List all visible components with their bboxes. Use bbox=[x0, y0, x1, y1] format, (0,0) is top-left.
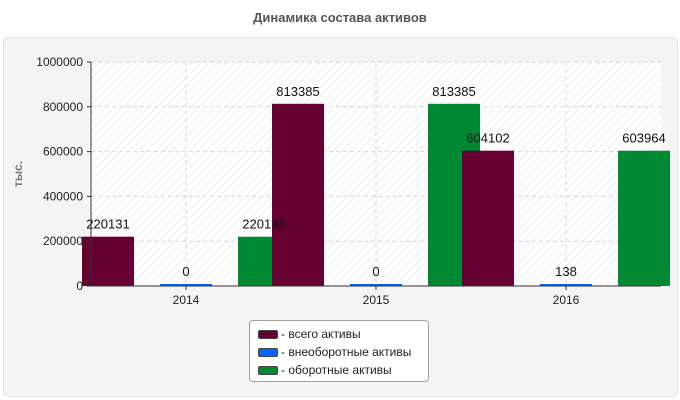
data-label: 0 bbox=[182, 264, 189, 279]
x-tick-label: 2014 bbox=[173, 293, 200, 307]
y-axis-label: тыс. bbox=[11, 161, 25, 187]
legend-label: внеоборотные активы bbox=[288, 345, 412, 359]
bar bbox=[350, 284, 402, 286]
y-tick-label: 200000 bbox=[43, 234, 83, 248]
chart-title: Динамика состава активов bbox=[253, 10, 427, 25]
bar bbox=[272, 103, 324, 286]
data-label: 813385 bbox=[276, 84, 319, 99]
bar bbox=[462, 150, 514, 286]
legend-item: - внеоборотные активы bbox=[258, 343, 428, 361]
legend-swatch bbox=[258, 329, 278, 339]
data-label: 138 bbox=[555, 264, 577, 279]
legend-label: оборотные активы bbox=[288, 363, 392, 377]
legend-prefix: - bbox=[281, 363, 289, 377]
data-label: 604102 bbox=[466, 131, 509, 146]
legend-prefix: - bbox=[281, 327, 289, 341]
legend-swatch bbox=[258, 347, 278, 357]
data-label: 220131 bbox=[242, 217, 285, 232]
y-tick-label: 600000 bbox=[43, 145, 83, 159]
y-tick-label: 400000 bbox=[43, 189, 83, 203]
data-label: 0 bbox=[372, 264, 379, 279]
data-label: 813385 bbox=[432, 84, 475, 99]
bar bbox=[618, 150, 670, 286]
x-tick-label: 2016 bbox=[553, 293, 580, 307]
bar bbox=[160, 284, 212, 286]
y-tick-label: 800000 bbox=[43, 100, 83, 114]
x-tick-label: 2015 bbox=[363, 293, 390, 307]
legend-swatch bbox=[258, 365, 278, 375]
legend-label: всего активы bbox=[288, 327, 361, 341]
y-tick-label: 1000000 bbox=[36, 55, 83, 69]
data-label: 603964 bbox=[622, 131, 665, 146]
data-label: 220131 bbox=[86, 217, 129, 232]
y-tick-label: 0 bbox=[76, 279, 83, 293]
legend-item: - оборотные активы bbox=[258, 361, 428, 379]
bar bbox=[82, 236, 134, 286]
legend-prefix: - bbox=[281, 345, 289, 359]
legend-item: - всего активы bbox=[258, 325, 428, 343]
chart-legend: - всего активы - внеоборотные активы - о… bbox=[249, 320, 429, 382]
bar bbox=[540, 284, 592, 286]
